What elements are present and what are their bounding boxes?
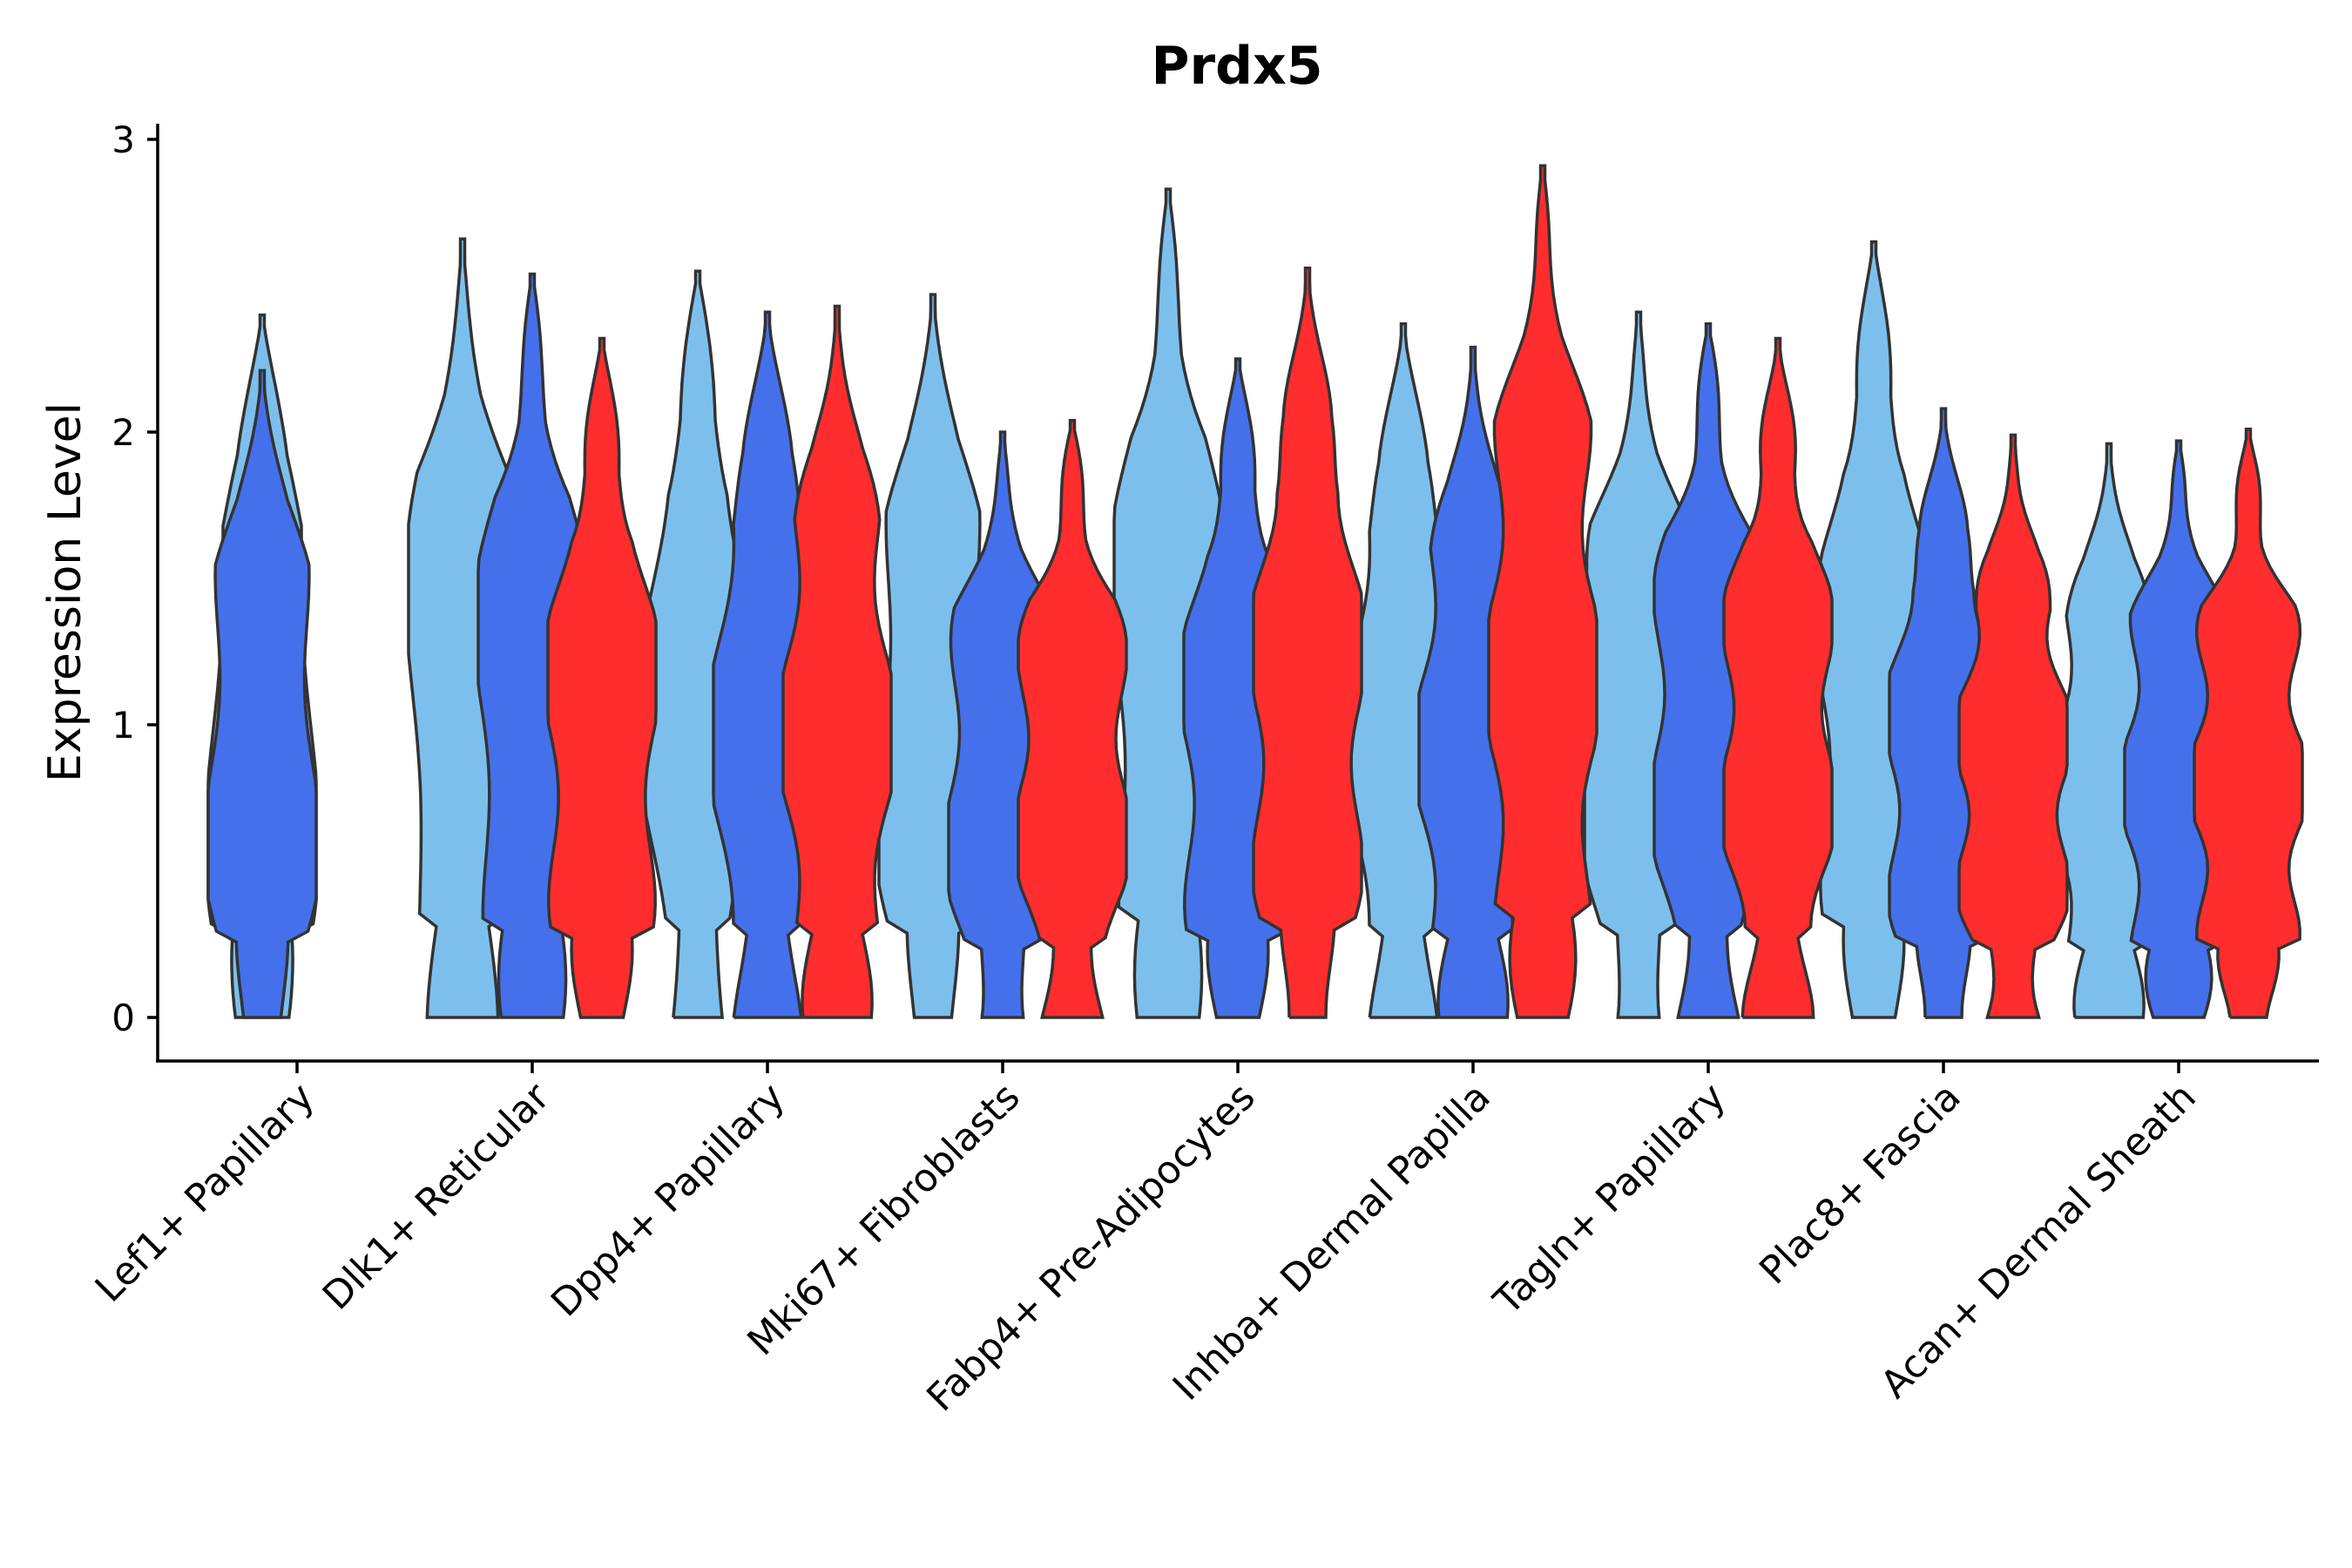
- violin-3-3: [781, 304, 893, 1019]
- y-tick-label: 1: [112, 704, 135, 747]
- violin-3-7: [1722, 336, 1834, 1019]
- y-ticks: 0 1 2 3: [112, 118, 158, 1039]
- violin-3-8: [1957, 433, 2069, 1019]
- x-tick-label: Plac8+ Fascia: [1751, 1075, 1970, 1294]
- violin-3-9: [2193, 427, 2304, 1019]
- y-tick-label: 3: [112, 118, 135, 161]
- x-tick-label: Tagln+ Papillary: [1485, 1075, 1734, 1324]
- violin-3-2: [546, 336, 658, 1019]
- violins-layer: [206, 164, 2304, 1019]
- violin-3-5: [1252, 267, 1363, 1019]
- y-tick-label: 2: [112, 411, 135, 454]
- y-axis-label: Expression Level: [39, 402, 91, 782]
- violin-3-4: [1017, 418, 1128, 1019]
- x-tick-label: Dlk1+ Reticular: [314, 1074, 559, 1319]
- violin-2-1: [206, 368, 318, 1019]
- x-tick-label: Lef1+ Papillary: [87, 1075, 323, 1311]
- chart-title: Prdx5: [1152, 36, 1323, 97]
- violin-3-6: [1487, 164, 1598, 1019]
- y-tick-label: 0: [112, 997, 135, 1039]
- x-tick-label: Dpp4+ Papillary: [543, 1075, 794, 1326]
